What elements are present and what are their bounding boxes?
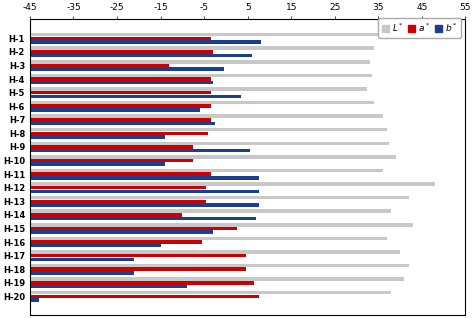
Bar [30,186,206,190]
Bar [30,291,392,294]
Bar [30,64,169,67]
Bar [30,91,210,94]
Bar [30,149,250,152]
Bar [30,237,387,240]
Bar [30,128,387,131]
Bar [30,145,193,149]
Bar [30,132,209,135]
Bar [30,162,165,166]
Bar [30,54,252,57]
Bar [30,159,193,162]
Bar [30,210,392,213]
Bar [30,81,213,85]
Bar [30,60,370,64]
Bar [30,176,259,180]
Bar [30,199,206,203]
Bar [30,267,246,271]
Bar [30,77,210,81]
Bar [30,87,367,91]
Bar [30,258,135,261]
Bar [30,285,187,288]
Bar [30,108,200,112]
Bar [30,40,261,44]
Bar [30,118,210,121]
Bar [30,213,182,217]
Bar [30,196,409,199]
Bar [30,122,215,125]
Bar [30,227,237,230]
Bar [30,298,38,302]
Bar [30,101,374,104]
Bar [30,230,213,234]
Bar [30,114,383,118]
Bar [30,37,210,40]
Bar [30,294,259,298]
Bar [30,203,259,207]
Bar [30,264,409,267]
Bar [30,155,396,159]
Bar [30,182,435,186]
Legend: $L^*$, $a^*$, $b^*$: $L^*$, $a^*$, $b^*$ [378,18,461,38]
Bar [30,223,413,226]
Bar [30,50,213,54]
Bar [30,244,161,247]
Bar [30,277,404,281]
Bar [30,135,165,139]
Bar [30,281,254,285]
Bar [30,250,400,254]
Bar [30,46,374,50]
Bar [30,240,202,244]
Bar [30,217,256,220]
Bar [30,254,246,257]
Bar [30,169,383,172]
Bar [30,104,210,108]
Bar [30,172,210,176]
Bar [30,271,135,275]
Bar [30,73,372,77]
Bar [30,94,241,98]
Bar [30,142,389,145]
Bar [30,33,378,36]
Bar [30,190,259,193]
Bar [30,67,224,71]
